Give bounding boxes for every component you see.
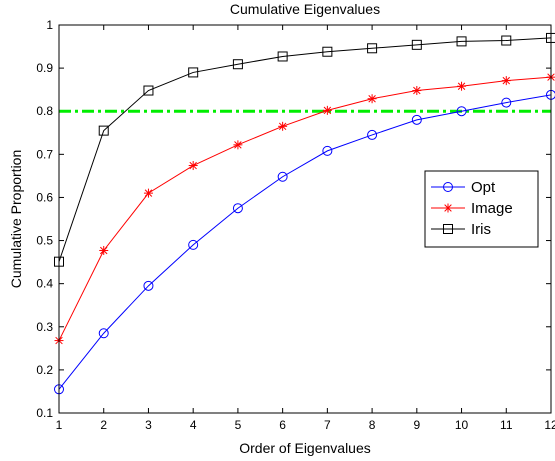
data-point-opt	[98, 328, 109, 339]
data-point-image	[278, 121, 288, 131]
x-tick-label: 5	[235, 418, 242, 432]
y-tick-label: 0.1	[36, 406, 53, 420]
data-point-opt	[367, 129, 378, 140]
y-tick-label: 1	[46, 18, 53, 32]
data-point-opt	[143, 280, 154, 291]
data-point-iris	[322, 46, 333, 57]
data-point-iris	[143, 85, 154, 96]
data-point-opt	[411, 114, 422, 125]
axis-ticks: 1 2 3 4 5 6 7 8 9 10 11 120.10.20.30.40.50.60.70.80…	[36, 18, 555, 432]
data-point-opt	[277, 171, 288, 182]
y-tick-label: 0.6	[36, 190, 53, 204]
series-line-image	[58, 76, 552, 341]
x-tick-label: 1	[56, 418, 63, 432]
data-point-image	[367, 94, 377, 104]
data-point-iris	[188, 67, 199, 78]
data-point-image	[188, 161, 198, 171]
x-tick-label: 9	[413, 418, 420, 432]
x-tick-label: 8	[369, 418, 376, 432]
y-tick-label: 0.9	[36, 61, 53, 75]
y-tick-label: 0.4	[36, 277, 53, 291]
x-tick-label: 3	[145, 418, 152, 432]
legend: Opt Image Iris	[424, 170, 539, 248]
legend-label-iris: Iris	[471, 221, 491, 238]
data-point-iris	[456, 36, 467, 47]
x-tick-label: 6	[279, 418, 286, 432]
y-tick-label: 0.8	[36, 104, 53, 118]
data-series	[54, 32, 555, 395]
data-point-image	[143, 188, 153, 198]
legend-marker-image	[443, 203, 453, 213]
x-tick-label: 10	[455, 418, 469, 432]
y-tick-label: 0.5	[36, 234, 53, 248]
x-tick-label: 7	[324, 418, 331, 432]
x-tick-label: 11	[500, 418, 513, 432]
data-point-iris	[367, 43, 378, 54]
data-point-image	[233, 140, 243, 150]
chart-title: Cumulative Eigenvalues	[230, 1, 380, 17]
data-point-iris	[501, 35, 512, 46]
data-point-image	[412, 86, 422, 96]
data-point-image	[501, 76, 511, 86]
y-axis-label: Cumulative Proportion	[8, 150, 24, 289]
data-point-iris	[411, 39, 422, 50]
data-point-image	[457, 81, 467, 91]
legend-box	[424, 170, 539, 248]
x-tick-label: 4	[190, 418, 197, 432]
legend-label-image: Image	[471, 200, 513, 217]
data-point-opt	[322, 145, 333, 156]
y-tick-label: 0.7	[36, 147, 53, 161]
series-line-iris	[58, 37, 552, 262]
data-point-opt	[501, 97, 512, 108]
series-line-opt	[58, 94, 552, 390]
x-axis-label: Order of Eigenvalues	[239, 440, 371, 456]
data-point-opt	[232, 203, 243, 214]
series-iris	[54, 32, 555, 267]
y-tick-label: 0.3	[36, 320, 53, 334]
x-tick-label: 12	[544, 418, 555, 432]
plot-frame	[58, 24, 552, 414]
y-tick-label: 0.2	[36, 363, 53, 377]
data-point-iris	[232, 59, 243, 70]
legend-label-opt: Opt	[471, 179, 496, 196]
data-point-iris	[277, 51, 288, 62]
legend-marker-iris	[443, 224, 453, 234]
data-point-image	[322, 105, 332, 115]
legend-marker-opt	[443, 182, 453, 192]
data-point-opt	[188, 239, 199, 250]
data-point-opt	[456, 106, 467, 117]
data-point-iris	[98, 125, 109, 136]
series-opt	[54, 89, 555, 395]
data-point-image	[99, 245, 109, 255]
x-tick-label: 2	[100, 418, 107, 432]
